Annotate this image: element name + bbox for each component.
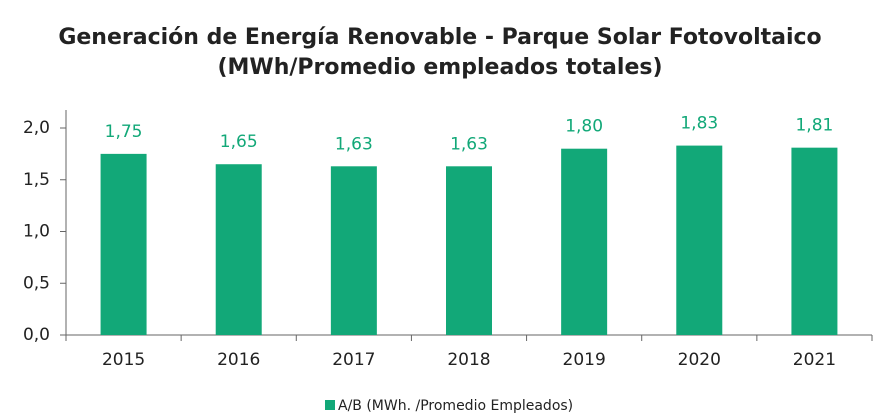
legend-swatch [325, 400, 335, 410]
value-label: 1,75 [105, 122, 143, 142]
value-label: 1,63 [335, 134, 373, 154]
bar [215, 164, 262, 335]
x-tick-label: 2015 [102, 350, 145, 370]
x-tick-label: 2021 [793, 350, 836, 370]
x-tick-label: 2017 [332, 350, 375, 370]
bar [330, 166, 377, 335]
x-tick-label: 2016 [217, 350, 260, 370]
y-tick-label: 0,0 [23, 325, 50, 345]
bar [676, 145, 723, 335]
x-tick-label: 2019 [563, 350, 606, 370]
bar [100, 153, 147, 335]
value-label: 1,63 [450, 134, 488, 154]
legend-label: A/B (MWh. /Promedio Empleados) [338, 398, 573, 414]
bar [446, 166, 492, 335]
y-tick-label: 1,5 [23, 170, 50, 190]
chart-subtitle: (MWh/Promedio empleados totales) [217, 55, 662, 80]
chart-title: Generación de Energía Renovable - Parque… [58, 25, 821, 50]
x-tick-label: 2020 [678, 350, 721, 370]
bar [561, 148, 608, 335]
bar [791, 147, 838, 335]
x-tick-label: 2018 [447, 350, 490, 370]
value-label: 1,65 [220, 132, 258, 152]
y-tick-label: 2,0 [23, 118, 50, 138]
y-tick-label: 0,5 [23, 273, 50, 293]
y-tick-label: 1,0 [23, 222, 50, 242]
value-label: 1,83 [680, 114, 718, 134]
value-label: 1,81 [795, 116, 833, 136]
value-label: 1,80 [565, 117, 603, 137]
